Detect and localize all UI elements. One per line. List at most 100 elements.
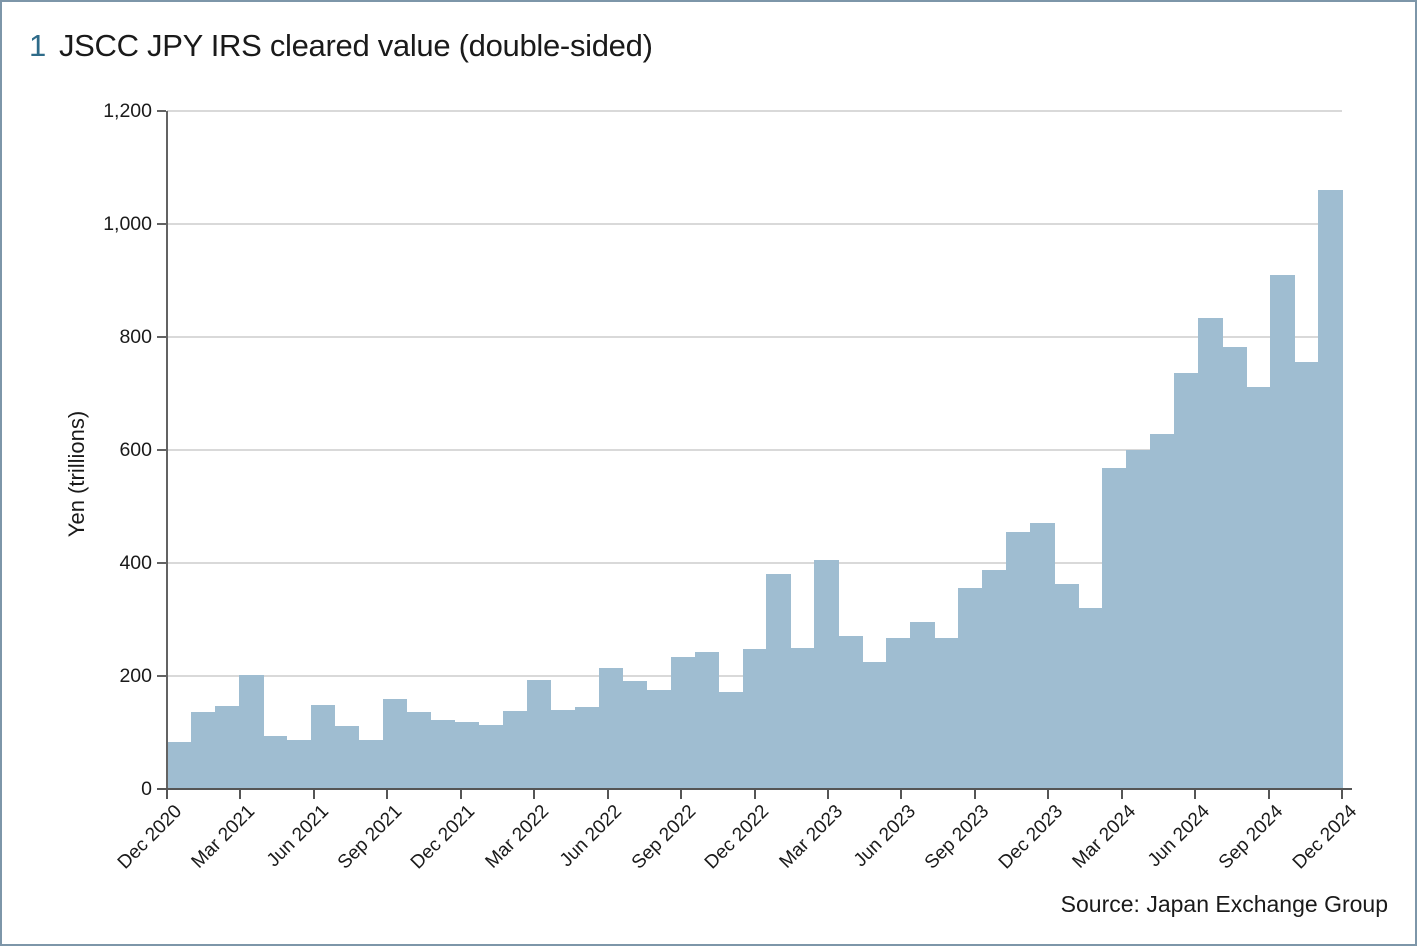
bar xyxy=(670,657,696,789)
x-tick xyxy=(1267,789,1270,799)
bar xyxy=(382,699,408,789)
bar xyxy=(214,705,240,789)
gridline xyxy=(167,562,1342,564)
x-tick xyxy=(1120,789,1123,799)
bar xyxy=(598,667,624,789)
bar xyxy=(694,652,720,789)
bar xyxy=(1078,608,1103,789)
bar xyxy=(1150,434,1175,789)
x-tick xyxy=(1194,789,1197,799)
x-tick-label: Dec 2021 xyxy=(407,801,480,874)
x-tick xyxy=(459,789,462,799)
bar xyxy=(1246,387,1271,789)
gridline xyxy=(167,449,1342,451)
bar xyxy=(1054,584,1079,789)
x-tick xyxy=(239,789,242,799)
x-tick-label: Mar 2021 xyxy=(187,801,260,873)
y-tick xyxy=(157,675,166,677)
gridline xyxy=(167,336,1342,338)
x-tick-label: Dec 2022 xyxy=(700,801,774,874)
bar xyxy=(262,735,288,789)
x-tick xyxy=(166,789,168,799)
y-tick-label: 1,200 xyxy=(103,100,152,122)
bar xyxy=(1006,531,1031,789)
x-tick-label: Mar 2022 xyxy=(481,801,554,873)
x-tick-label: Jun 2022 xyxy=(556,801,627,872)
bar xyxy=(1318,190,1343,789)
x-tick-label: Mar 2024 xyxy=(1068,801,1141,873)
bar xyxy=(622,680,648,789)
bar xyxy=(718,691,744,789)
bar xyxy=(886,637,911,789)
bar xyxy=(1030,523,1055,789)
y-tick xyxy=(157,336,166,338)
bar xyxy=(502,711,528,789)
y-tick-label: 0 xyxy=(141,778,152,800)
bar xyxy=(1174,373,1199,789)
x-tick xyxy=(826,789,829,799)
bar xyxy=(406,712,432,789)
y-tick xyxy=(157,110,166,112)
bar xyxy=(1294,362,1319,789)
bar xyxy=(838,636,863,789)
bar xyxy=(238,675,264,789)
y-tick xyxy=(157,223,166,225)
bar xyxy=(550,710,576,789)
bar xyxy=(1126,450,1151,789)
x-tick xyxy=(386,789,389,799)
x-tick-label: Jun 2024 xyxy=(1143,801,1214,872)
y-tick-label: 800 xyxy=(119,326,152,348)
x-tick-label: Sep 2021 xyxy=(333,801,407,874)
y-axis-line xyxy=(165,111,168,790)
x-tick xyxy=(1341,789,1343,799)
bar xyxy=(454,721,480,789)
bar xyxy=(190,711,216,789)
bar xyxy=(1102,468,1127,789)
bar xyxy=(526,679,552,789)
x-tick xyxy=(533,789,536,799)
bar xyxy=(1270,274,1295,789)
bar xyxy=(646,690,672,789)
x-tick-label: Sep 2024 xyxy=(1215,801,1288,874)
y-tick xyxy=(157,562,166,564)
chart-title-text: JSCC JPY IRS cleared value (double-sided… xyxy=(58,28,653,63)
bar xyxy=(934,637,959,789)
bar xyxy=(286,739,312,789)
x-tick-label: Jun 2021 xyxy=(262,801,333,872)
x-tick xyxy=(753,789,756,799)
bar xyxy=(1222,347,1247,789)
y-tick-label: 600 xyxy=(119,439,152,461)
x-tick xyxy=(606,789,609,799)
x-tick xyxy=(312,789,315,799)
bar xyxy=(958,588,983,789)
gridline xyxy=(167,223,1342,225)
x-tick-label: Dec 2023 xyxy=(994,801,1068,874)
y-tick-label: 400 xyxy=(119,552,152,574)
bar xyxy=(430,719,456,789)
gridline xyxy=(167,110,1342,112)
y-tick xyxy=(157,449,166,451)
x-tick-label: Jun 2023 xyxy=(850,801,921,872)
bar xyxy=(766,574,792,789)
x-tick-label: Dec 2020 xyxy=(113,801,186,874)
bar xyxy=(790,648,816,789)
bar xyxy=(814,560,840,789)
bar xyxy=(310,705,336,789)
bar xyxy=(574,707,600,789)
bar xyxy=(982,570,1007,789)
x-tick xyxy=(900,789,903,799)
bar xyxy=(167,741,192,789)
bar xyxy=(1198,318,1223,789)
x-tick xyxy=(680,789,683,799)
y-axis-title: Yen (trillions) xyxy=(64,410,89,538)
bar xyxy=(358,739,384,789)
bar xyxy=(334,725,360,789)
x-tick-label: Dec 2024 xyxy=(1288,801,1361,874)
plot-area xyxy=(167,110,1343,789)
chart-title: 1 JSCC JPY IRS cleared value (double-side… xyxy=(29,28,653,64)
figure-number: 1 xyxy=(29,28,46,63)
x-tick-label: Sep 2022 xyxy=(627,801,700,874)
bar xyxy=(910,621,935,789)
x-tick-label: Mar 2023 xyxy=(775,801,847,873)
